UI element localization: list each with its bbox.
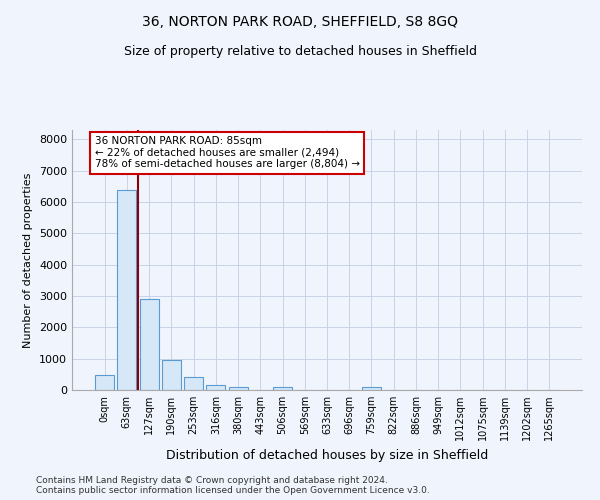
Bar	[206, 386, 225, 390]
Bar	[162, 360, 181, 390]
Text: 36, NORTON PARK ROAD, SHEFFIELD, S8 8GQ: 36, NORTON PARK ROAD, SHEFFIELD, S8 8GQ	[142, 15, 458, 29]
Bar	[118, 190, 136, 390]
Bar	[140, 299, 158, 390]
Text: Size of property relative to detached houses in Sheffield: Size of property relative to detached ho…	[124, 45, 476, 58]
Text: 36 NORTON PARK ROAD: 85sqm
← 22% of detached houses are smaller (2,494)
78% of s: 36 NORTON PARK ROAD: 85sqm ← 22% of deta…	[95, 136, 359, 170]
X-axis label: Distribution of detached houses by size in Sheffield: Distribution of detached houses by size …	[166, 448, 488, 462]
Bar	[184, 377, 203, 390]
Bar	[362, 388, 381, 390]
Bar	[229, 387, 248, 390]
Bar	[95, 374, 114, 390]
Bar	[273, 387, 292, 390]
Y-axis label: Number of detached properties: Number of detached properties	[23, 172, 34, 348]
Text: Contains HM Land Registry data © Crown copyright and database right 2024.
Contai: Contains HM Land Registry data © Crown c…	[36, 476, 430, 495]
